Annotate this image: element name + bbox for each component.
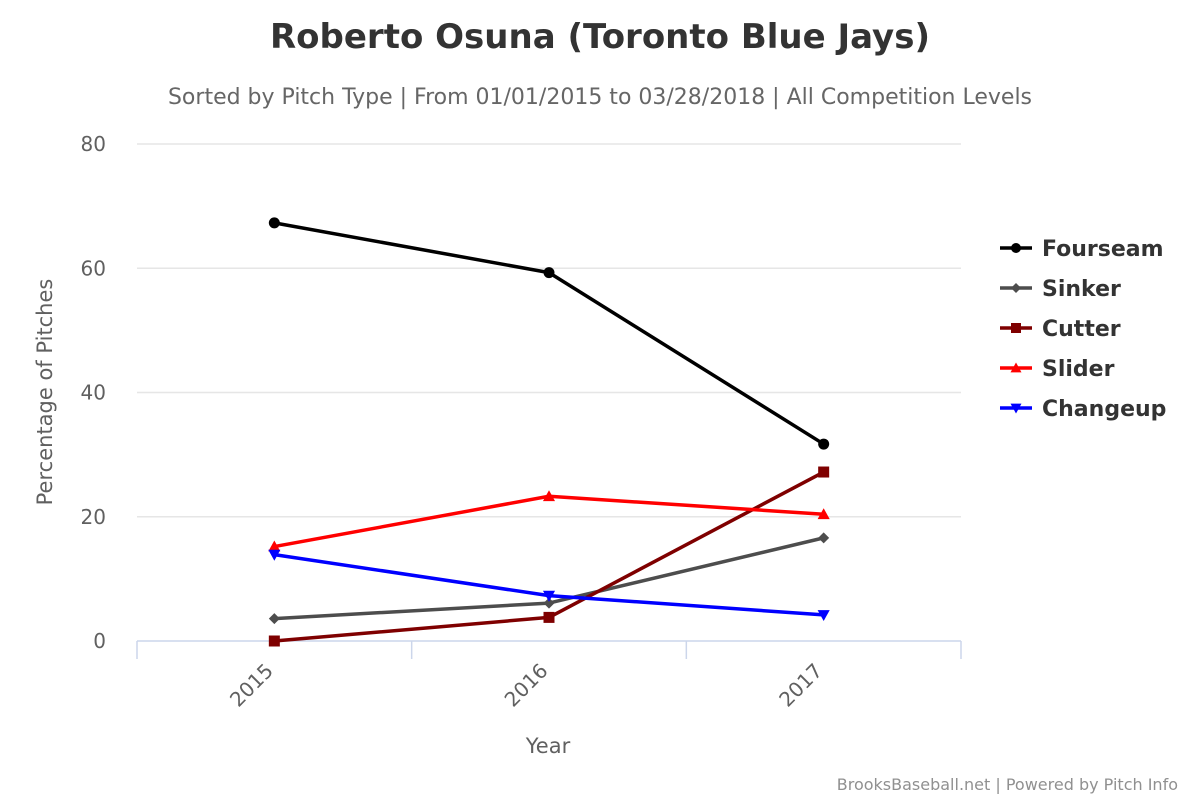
chart-title: Roberto Osuna (Toronto Blue Jays): [270, 17, 930, 57]
series-changeup: [268, 549, 830, 621]
x-axis: 2015 2016 2017: [136, 640, 962, 712]
data-point-cutter[interactable]: [818, 466, 830, 478]
y-tick-label: 0: [93, 629, 106, 653]
y-tick-label: 20: [81, 505, 106, 529]
legend-label: Sinker: [1042, 277, 1121, 302]
data-point-cutter[interactable]: [268, 635, 280, 647]
legend-label: Fourseam: [1042, 237, 1164, 262]
y-tick-label: 60: [81, 256, 106, 280]
data-point-fourseam[interactable]: [268, 217, 280, 229]
legend: Fourseam Sinker Cutter Slider Changeup: [1000, 237, 1166, 422]
series-line-slider: [272, 494, 826, 549]
series-slider: [268, 490, 830, 552]
y-axis-ticks: 0 20 40 60 80: [81, 132, 106, 653]
series-group: [268, 217, 830, 647]
legend-item-fourseam[interactable]: Fourseam: [1000, 237, 1164, 262]
data-point-changeup[interactable]: [817, 610, 830, 621]
legend-marker: [1010, 403, 1022, 414]
legend-marker: [1010, 362, 1022, 373]
data-point-slider[interactable]: [268, 540, 281, 552]
data-point-sinker[interactable]: [818, 532, 830, 544]
data-point-fourseam[interactable]: [543, 267, 555, 279]
data-point-cutter[interactable]: [543, 611, 555, 623]
series-line-fourseam: [272, 221, 826, 446]
legend-marker: [1011, 323, 1021, 333]
series-cutter: [268, 466, 830, 647]
y-tick-label: 40: [81, 381, 106, 405]
legend-label: Slider: [1042, 357, 1115, 382]
x-tick-label: 2016: [500, 659, 553, 712]
data-point-changeup[interactable]: [542, 590, 556, 602]
legend-item-changeup[interactable]: Changeup: [1000, 397, 1166, 422]
y-axis-title: Percentage of Pitches: [33, 279, 57, 506]
data-point-fourseam[interactable]: [818, 438, 830, 450]
data-point-sinker[interactable]: [543, 597, 555, 609]
series-fourseam: [268, 217, 830, 450]
grid-lines: [137, 143, 961, 518]
data-point-sinker[interactable]: [268, 613, 280, 625]
y-tick-label: 80: [81, 132, 106, 156]
chart-subtitle: Sorted by Pitch Type | From 01/01/2015 t…: [168, 85, 1032, 110]
legend-item-slider[interactable]: Slider: [1000, 357, 1115, 382]
legend-marker: [1011, 243, 1021, 253]
legend-marker: [1011, 283, 1021, 293]
credit-text: BrooksBaseball.net | Powered by Pitch In…: [837, 775, 1178, 794]
legend-item-cutter[interactable]: Cutter: [1000, 317, 1121, 342]
data-point-slider[interactable]: [542, 490, 556, 502]
legend-label: Changeup: [1042, 397, 1166, 422]
data-point-slider[interactable]: [817, 508, 830, 520]
legend-label: Cutter: [1042, 317, 1121, 342]
legend-item-sinker[interactable]: Sinker: [1000, 277, 1121, 302]
x-tick-label: 2015: [225, 659, 278, 712]
x-axis-title: Year: [525, 734, 571, 758]
series-sinker: [268, 532, 830, 625]
x-tick-label: 2017: [774, 659, 827, 712]
data-point-changeup[interactable]: [268, 549, 281, 561]
